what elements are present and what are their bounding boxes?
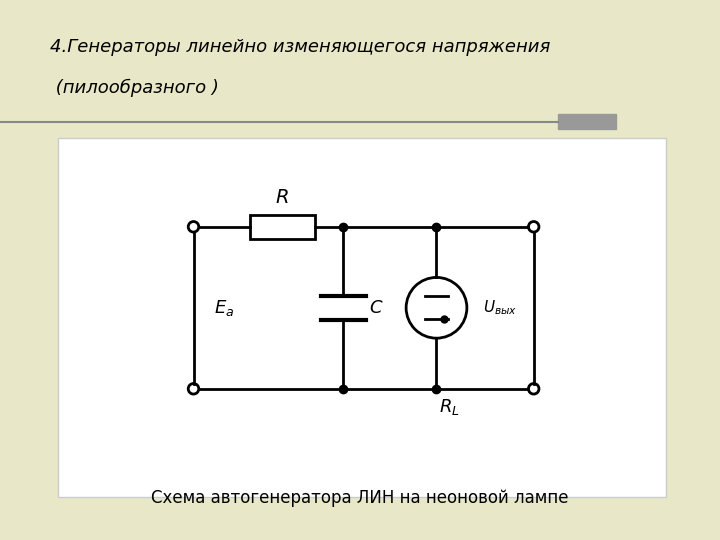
Text: $R_L$: $R_L$ [438, 397, 459, 417]
Text: C: C [369, 299, 382, 317]
Text: Схема автогенератора ЛИН на неоновой лампе: Схема автогенератора ЛИН на неоновой лам… [151, 489, 569, 507]
Text: $U_{вых}$: $U_{вых}$ [483, 299, 518, 317]
FancyBboxPatch shape [558, 114, 616, 129]
Text: 4.Генераторы линейно изменяющегося напряжения: 4.Генераторы линейно изменяющегося напря… [50, 38, 551, 56]
Bar [251, 214, 315, 239]
FancyBboxPatch shape [58, 138, 666, 497]
Text: (пилообразного ): (пилообразного ) [50, 78, 220, 97]
Text: $E_a$: $E_a$ [214, 298, 234, 318]
Text: R: R [276, 187, 289, 206]
